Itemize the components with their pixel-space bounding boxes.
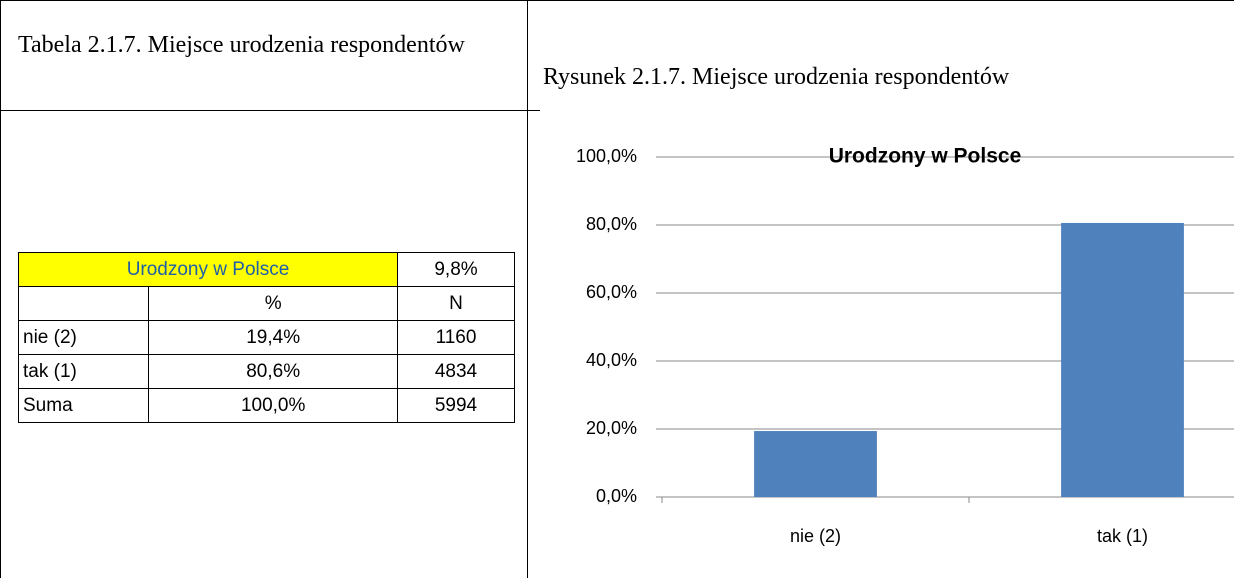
y-tick-label: 60,0% — [586, 282, 637, 302]
cell: nie (2) — [17, 320, 150, 355]
border — [527, 0, 528, 578]
table-caption: Tabela 2.1.7. Miejsce urodzenia responde… — [18, 32, 465, 58]
chart-title: Urodzony w Polsce — [829, 145, 1022, 168]
cell: 100,0% — [148, 388, 398, 423]
figure-caption: Rysunek 2.1.7. Miejsce urodzenia respond… — [543, 64, 1010, 90]
border — [0, 0, 1, 578]
cell: Urodzony w Polsce — [18, 252, 398, 287]
cell: 5994 — [397, 388, 515, 423]
y-tick-label: 40,0% — [586, 350, 637, 370]
y-tick-label: 20,0% — [586, 418, 637, 438]
cell: 19,4% — [148, 320, 398, 355]
border — [0, 110, 540, 111]
border — [0, 0, 1234, 1]
y-tick-label: 100,0% — [576, 146, 637, 166]
x-tick-label: tak (1) — [1097, 526, 1148, 546]
chart: 0,0% 20,0% 40,0% 60,0% 80,0% 100,0% nie (2) tak… — [576, 145, 1234, 546]
cell: N — [397, 286, 515, 321]
cell: Suma — [17, 388, 150, 423]
cell: 9,8% — [397, 252, 515, 287]
y-tick-label: 0,0% — [596, 486, 637, 506]
data-table: Urodzony w Polsce 9,8% % N nie (2) 19,4%… — [17, 252, 515, 423]
bar — [1061, 222, 1184, 497]
bar — [754, 431, 877, 497]
cell: 80,6% — [148, 354, 398, 389]
cell: 4834 — [397, 354, 515, 389]
y-tick-label: 80,0% — [586, 214, 637, 234]
cell: tak (1) — [17, 354, 150, 389]
x-tick-label: nie (2) — [790, 526, 841, 546]
cell: 1160 — [397, 320, 515, 355]
cell — [17, 286, 150, 321]
cell: % — [148, 286, 398, 321]
